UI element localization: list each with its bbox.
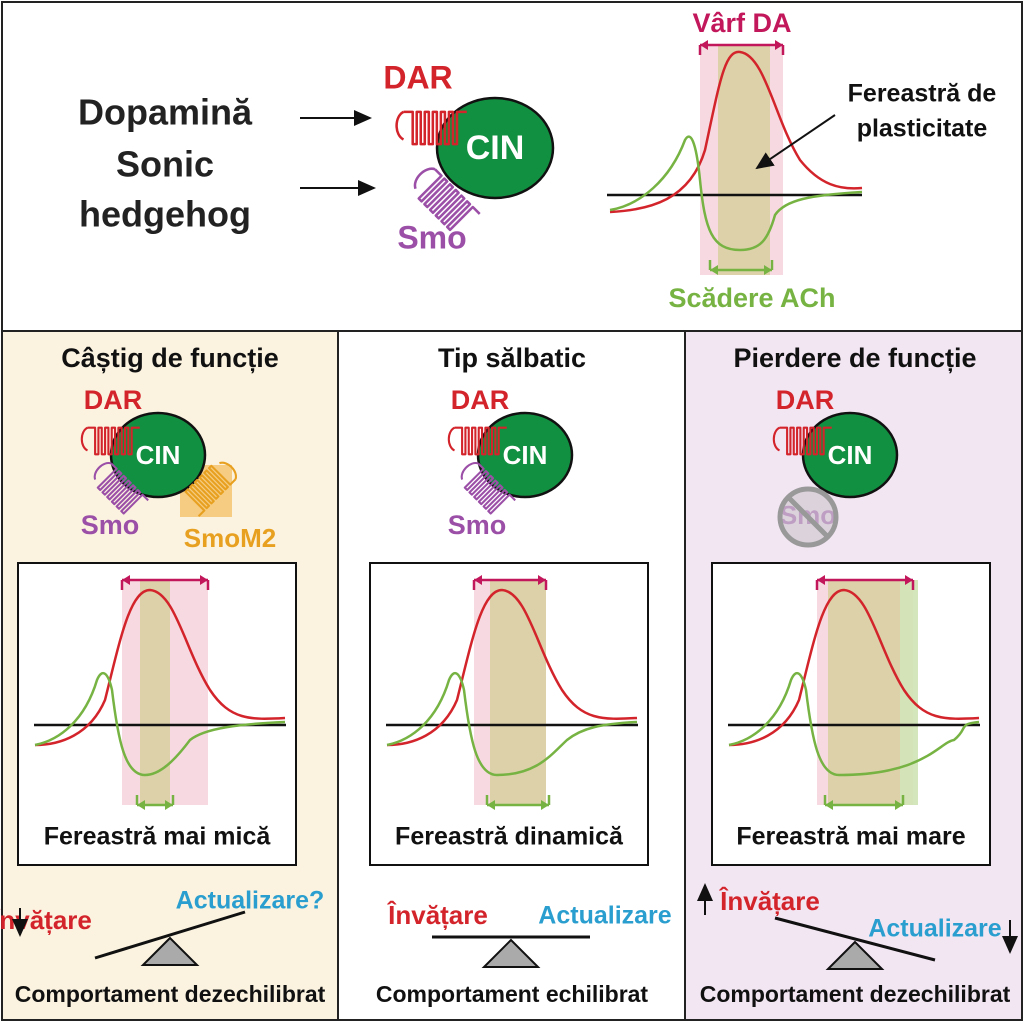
receptor-label: DAR: [776, 385, 835, 415]
left-label: Învățare: [386, 900, 488, 930]
window-arrowhead: [825, 800, 903, 810]
peak-label: Vârf DA: [692, 8, 791, 38]
content: Dopamină Sonic hedgehog CIN DAR Smo Vârf DA Fer…: [0, 8, 1018, 1007]
receptor-label: DAR: [451, 385, 510, 415]
ach-curve: [609, 135, 863, 252]
window-arrowhead: [137, 800, 173, 810]
cell-label: CIN: [136, 440, 181, 470]
left-label: Învățare: [718, 886, 820, 916]
receptor-coil: [87, 426, 140, 456]
outcome-label: Comportament echilibrat: [376, 981, 649, 1007]
window-core: [828, 580, 900, 805]
ach-curve: [386, 671, 638, 777]
receptor: [395, 110, 467, 146]
receptor: [413, 167, 481, 232]
seesaw-beam: [774, 916, 936, 962]
outcome-label: Comportament dezechilibrat: [700, 981, 1011, 1007]
receptor-tail: [413, 167, 436, 190]
receptor-label: Smo: [81, 510, 140, 540]
outcome-label: Comportament dezechilibrat: [15, 981, 326, 1007]
receptor-label: SmoM2: [184, 523, 276, 553]
da-curve: [728, 588, 980, 747]
receptor: [80, 426, 140, 456]
receptor-tail: [395, 110, 405, 141]
window-label: Fereastră de: [848, 80, 997, 108]
window-core: [490, 580, 546, 805]
panel-title: Pierdere de funcție: [733, 343, 976, 373]
receptor-label: Smo: [448, 510, 507, 540]
receptor-tail: [80, 426, 89, 452]
receptor: [184, 461, 238, 517]
receptor: [447, 426, 507, 456]
input-label: Sonic: [116, 144, 214, 185]
da-curve: [34, 588, 286, 747]
receptor: [460, 461, 516, 515]
right-label: Actualizare: [868, 915, 1001, 943]
receptor: [93, 461, 149, 515]
receptor-coil: [454, 426, 507, 456]
receptor-tail: [93, 461, 112, 480]
caption: Fereastră mai mică: [44, 823, 272, 851]
receptor-tail: [447, 426, 456, 452]
receptor-label: Smo: [397, 219, 466, 255]
receptor-label: DAR: [383, 59, 452, 95]
receptor-coil: [184, 464, 237, 517]
seesaw-beam: [94, 910, 246, 960]
cell-label: CIN: [503, 440, 548, 470]
cell-label: CIN: [466, 129, 525, 167]
window-core: [140, 580, 170, 805]
receptor-tail: [772, 426, 781, 452]
dip-label: Scădere ACh: [668, 283, 835, 313]
input-label: Dopamină: [78, 92, 253, 133]
window-extension: [900, 580, 918, 805]
cell-label: CIN: [828, 440, 873, 470]
window-arrowhead: [474, 575, 546, 585]
receptor-tail: [460, 461, 479, 480]
panel-title: Tip sălbatic: [438, 343, 586, 373]
cin-cell: [435, 96, 555, 200]
blocked-slash: [786, 495, 830, 539]
panel-title: Câștig de funcție: [61, 343, 279, 373]
input-label: hedgehog: [79, 194, 251, 235]
fulcrum: [481, 938, 541, 968]
da-curve: [609, 50, 863, 214]
fulcrum: [825, 940, 885, 970]
receptor-coil: [403, 110, 467, 146]
pointer: [755, 114, 836, 170]
receptor-coil: [779, 426, 832, 456]
receptor-coil: [463, 462, 516, 515]
caption: Fereastră dinamică: [395, 823, 624, 851]
receptor-coil: [96, 462, 149, 515]
caption: Fereastră mai mare: [736, 823, 965, 851]
da-curve: [386, 588, 638, 747]
receptor-coil: [417, 168, 481, 232]
left-label: Învățare: [0, 905, 92, 935]
right-label: Actualizare: [538, 902, 671, 930]
fulcrum: [140, 936, 200, 966]
receptor-label: DAR: [84, 385, 143, 415]
receptor-tail: [219, 461, 238, 480]
right-label: Actualizare?: [176, 887, 325, 915]
receptor: [772, 426, 832, 456]
window-label: plasticitate: [857, 115, 988, 143]
ach-curve: [34, 671, 286, 777]
ach-curve: [728, 671, 980, 777]
